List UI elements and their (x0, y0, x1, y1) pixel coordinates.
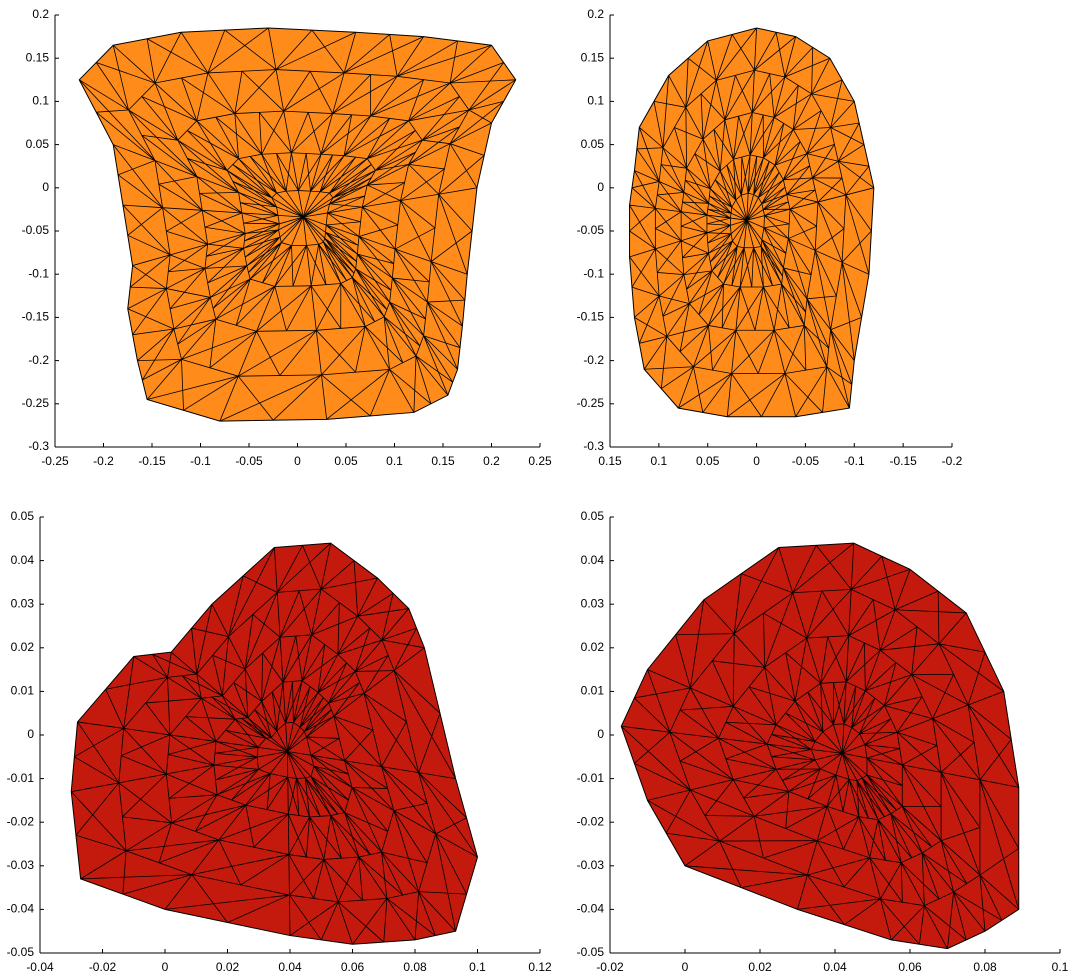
y-tick-label: 0.05 (26, 137, 50, 151)
y-tick-label: -0.2 (28, 353, 49, 367)
x-tick-label: -0.04 (26, 960, 54, 974)
x-tick-label: -0.05 (792, 454, 820, 468)
y-tick-label: -0.01 (577, 771, 605, 785)
subplot: -0.3-0.25-0.2-0.15-0.1-0.0500.050.10.150… (22, 7, 552, 468)
x-tick-label: 0.1 (651, 454, 668, 468)
y-tick-label: 0.05 (11, 509, 35, 523)
x-tick-label: 0.1 (1052, 960, 1069, 974)
y-tick-label: 0.2 (32, 7, 49, 21)
x-tick-label: -0.15 (138, 454, 166, 468)
y-tick-label: 0.04 (11, 553, 35, 567)
y-tick-label: 0.05 (581, 137, 605, 151)
x-tick-label: 0.06 (341, 960, 365, 974)
x-tick-label: -0.1 (844, 454, 865, 468)
y-tick-label: 0.1 (587, 94, 604, 108)
x-tick-label: 0.1 (386, 454, 403, 468)
x-tick-label: -0.02 (89, 960, 117, 974)
y-tick-label: -0.05 (7, 945, 35, 959)
x-tick-label: 0.04 (823, 960, 847, 974)
x-tick-label: -0.2 (942, 454, 963, 468)
y-tick-label: 0 (597, 180, 604, 194)
x-tick-label: -0.2 (93, 454, 114, 468)
y-tick-label: 0 (27, 727, 34, 741)
y-tick-label: -0.04 (577, 902, 605, 916)
y-tick-label: -0.01 (7, 771, 35, 785)
y-tick-label: 0 (42, 180, 49, 194)
x-tick-label: 0.02 (216, 960, 240, 974)
y-tick-label: 0.05 (581, 509, 605, 523)
mesh-edge (288, 777, 289, 814)
y-tick-label: -0.04 (7, 902, 35, 916)
x-tick-label: 0 (294, 454, 301, 468)
x-tick-label: 0.08 (403, 960, 427, 974)
y-tick-label: -0.03 (7, 858, 35, 872)
y-tick-label: 0.03 (11, 596, 35, 610)
x-tick-label: 0.04 (278, 960, 302, 974)
y-tick-label: -0.15 (22, 310, 50, 324)
subplot: -0.3 -0.25 -0.2 -0.15 -0.1 -0.05 0 0.05 0.1 0.15 0… (577, 7, 963, 468)
y-tick-label: 0.15 (26, 50, 50, 64)
y-tick-label: -0.15 (577, 310, 605, 324)
x-tick-label: 0.05 (334, 454, 358, 468)
mesh-surface (621, 543, 1019, 948)
subplot: -0.05-0.04-0.03-0.02-0.0100.010.020.030.… (7, 509, 552, 974)
x-tick-label: 0.15 (431, 454, 455, 468)
y-tick-label: 0.1 (32, 94, 49, 108)
y-tick-label: -0.02 (577, 814, 605, 828)
x-tick-label: 0.25 (528, 454, 552, 468)
x-tick-label: 0.08 (973, 960, 997, 974)
figure: -0.3-0.25-0.2-0.15-0.1-0.0500.050.10.150… (0, 0, 1078, 975)
subplot: -0.05 -0.04 -0.03 -0.02 -0.01 0 0.01 0.02 0.03 0.… (577, 509, 1069, 974)
y-tick-label: -0.1 (583, 266, 604, 280)
y-tick-label: 0.02 (11, 640, 35, 654)
x-tick-label: 0.1 (469, 960, 486, 974)
x-tick-label: -0.02 (596, 960, 624, 974)
x-tick-label: -0.1 (190, 454, 211, 468)
x-tick-label: 0.15 (598, 454, 622, 468)
y-tick-label: -0.05 (22, 223, 50, 237)
y-tick-label: -0.1 (28, 266, 49, 280)
y-tick-label: -0.25 (577, 396, 605, 410)
y-tick-label: -0.2 (583, 353, 604, 367)
x-tick-label: 0.02 (748, 960, 772, 974)
y-tick-label: 0 (597, 727, 604, 741)
y-tick-label: 0.2 (587, 7, 604, 21)
x-tick-label: 0 (753, 454, 760, 468)
y-tick-label: 0.02 (581, 640, 605, 654)
y-tick-label: 0.15 (581, 50, 605, 64)
y-tick-label: -0.3 (28, 439, 49, 453)
x-tick-label: 0 (682, 960, 689, 974)
y-tick-label: 0.04 (581, 553, 605, 567)
y-tick-label: 0.01 (581, 684, 605, 698)
x-tick-label: 0.12 (528, 960, 552, 974)
y-tick-label: -0.02 (7, 814, 35, 828)
y-tick-label: -0.3 (583, 439, 604, 453)
y-tick-label: -0.03 (577, 858, 605, 872)
x-tick-label: -0.25 (41, 454, 69, 468)
y-tick-label: -0.05 (577, 223, 605, 237)
x-tick-label: -0.15 (889, 454, 917, 468)
y-tick-label: -0.25 (22, 396, 50, 410)
y-tick-label: 0.03 (581, 596, 605, 610)
x-tick-label: 0.05 (696, 454, 720, 468)
x-tick-label: 0 (162, 960, 169, 974)
x-tick-label: 0.2 (483, 454, 500, 468)
y-tick-label: 0.01 (11, 684, 35, 698)
x-tick-label: 0.06 (898, 960, 922, 974)
y-tick-label: -0.05 (577, 945, 605, 959)
x-tick-label: -0.05 (235, 454, 263, 468)
